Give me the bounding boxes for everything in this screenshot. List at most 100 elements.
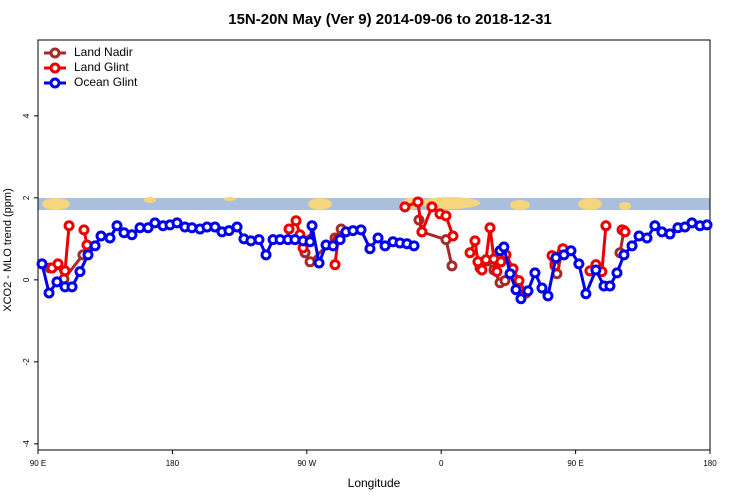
data-point <box>513 275 525 287</box>
data-point <box>641 232 653 244</box>
data-point <box>74 266 86 278</box>
y-tick-label: 4 <box>22 113 31 118</box>
land-patch <box>224 197 236 201</box>
data-point <box>499 275 511 287</box>
data-point <box>89 240 101 252</box>
data-point <box>498 241 510 253</box>
data-point <box>51 276 63 288</box>
ocean-band <box>38 198 710 210</box>
y-tick-label: 0 <box>22 277 31 282</box>
data-point <box>372 232 384 244</box>
data-point <box>59 265 71 277</box>
data-point <box>510 284 522 296</box>
data-point <box>590 264 602 276</box>
plot-frame <box>37 39 711 451</box>
data-point <box>626 240 638 252</box>
data-point <box>290 215 302 227</box>
data-point <box>408 240 420 252</box>
data-point <box>484 222 496 234</box>
y-tick-label: 2 <box>22 195 31 200</box>
data-point <box>504 268 516 280</box>
data-point <box>329 259 341 271</box>
y-tick-label: -2 <box>22 358 31 366</box>
legend-label: Land Nadir <box>74 45 133 59</box>
legend-marker <box>49 47 61 59</box>
data-point <box>446 260 458 272</box>
data-point <box>529 267 541 279</box>
land-patch <box>510 200 530 210</box>
data-point <box>604 280 616 292</box>
chart-title: 15N-20N May (Ver 9) 2014-09-06 to 2018-1… <box>228 11 552 28</box>
data-point <box>426 201 438 213</box>
x-tick-label: 90 W <box>297 459 316 468</box>
x-tick-label: 0 <box>439 459 444 468</box>
x-axis-label: Longitude <box>348 476 401 490</box>
data-point <box>580 288 592 300</box>
data-point <box>283 223 295 235</box>
x-tick-label: 90 E <box>567 459 583 468</box>
data-point <box>364 243 376 255</box>
y-axis-label: XCO2 - MLO trend (ppm) <box>2 188 14 311</box>
data-point <box>171 217 183 229</box>
data-point <box>416 226 428 238</box>
data-point <box>313 257 325 269</box>
land-patch <box>619 202 631 210</box>
data-point <box>82 249 94 261</box>
data-point <box>253 234 265 246</box>
x-tick-label: 90 E <box>30 459 46 468</box>
legend-label: Ocean Glint <box>74 75 138 89</box>
data-point <box>327 240 339 252</box>
data-point <box>334 234 346 246</box>
data-point <box>95 230 107 242</box>
data-point <box>495 256 507 268</box>
data-point <box>399 201 411 213</box>
data-point <box>52 258 64 270</box>
data-point <box>701 219 713 231</box>
data-point <box>379 240 391 252</box>
x-tick-label: 180 <box>703 459 717 468</box>
data-point <box>111 220 123 232</box>
data-point <box>231 221 243 233</box>
land-patch <box>578 198 602 210</box>
legend-marker <box>49 77 61 89</box>
data-point <box>78 224 90 236</box>
data-point <box>63 220 75 232</box>
data-point <box>565 245 577 257</box>
data-point <box>664 228 676 240</box>
data-point <box>611 267 623 279</box>
map-strip <box>38 197 710 210</box>
data-point <box>304 236 316 248</box>
data-point <box>260 249 272 261</box>
data-point <box>142 222 154 234</box>
data-point <box>522 285 534 297</box>
data-point <box>536 282 548 294</box>
land-patch <box>308 198 332 210</box>
data-point <box>619 226 631 238</box>
data-point <box>464 247 476 259</box>
legend-marker <box>49 62 61 74</box>
data-point <box>542 290 554 302</box>
data-point <box>649 220 661 232</box>
data-point <box>618 249 630 261</box>
data-point <box>469 235 481 247</box>
data-point <box>306 220 318 232</box>
data-point <box>126 229 138 241</box>
data-point <box>43 287 55 299</box>
data-point <box>447 230 459 242</box>
data-point <box>209 221 221 233</box>
data-point <box>36 258 48 270</box>
data-point <box>66 281 78 293</box>
data-point <box>476 264 488 276</box>
data-point <box>440 210 452 222</box>
legend-label: Land Glint <box>74 60 129 74</box>
data-point <box>600 220 612 232</box>
data-point <box>573 258 585 270</box>
data-point <box>412 196 424 208</box>
data-point <box>355 224 367 236</box>
data-point <box>304 256 316 268</box>
y-tick-label: -4 <box>22 440 31 448</box>
data-point <box>104 232 116 244</box>
land-patch <box>42 198 70 210</box>
land-patch <box>144 197 156 203</box>
